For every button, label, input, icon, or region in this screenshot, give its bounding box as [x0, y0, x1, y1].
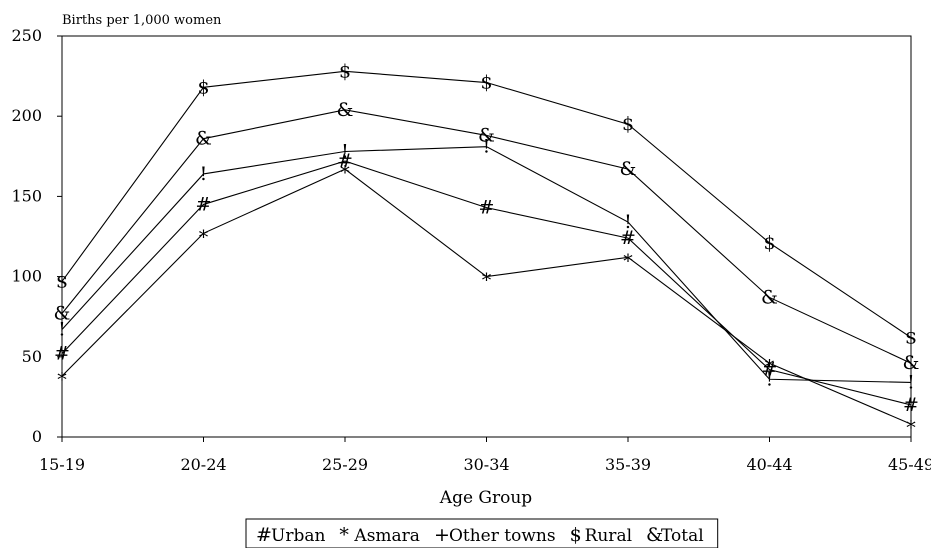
- data-point-marker: !: [200, 163, 208, 185]
- data-point-marker: !: [907, 371, 915, 393]
- plot-area: [61, 35, 912, 438]
- x-tick-label: 25-29: [322, 455, 368, 474]
- data-point-marker: &: [478, 124, 495, 146]
- data-point-marker: #: [903, 394, 919, 416]
- series-line: [61, 168, 912, 425]
- data-point-marker: $: [905, 327, 917, 349]
- legend-label: Rural: [585, 526, 632, 546]
- data-point-marker: *: [199, 226, 209, 248]
- series-markers: #######*******!!!!!! !$$$$$$$&&&&&&&: [54, 60, 920, 439]
- data-point-marker: !: [766, 368, 774, 390]
- data-point-marker: &: [761, 286, 778, 308]
- series-lines: [61, 70, 912, 425]
- legend-label: Other towns: [449, 526, 556, 546]
- data-point-marker: *: [340, 162, 350, 184]
- y-axis: 0 50 100 150 200 250: [11, 26, 62, 446]
- y-tick-label: 250: [11, 26, 42, 45]
- data-point-marker: !: [624, 211, 632, 233]
- x-axis: 15-19 20-24 25-29 30-34 35-39 40-44 45-49: [39, 437, 931, 474]
- y-tick-label: 200: [11, 106, 42, 125]
- data-point-marker: $: [197, 76, 209, 98]
- legend-marker: #: [256, 524, 272, 546]
- data-point-marker: $: [339, 60, 351, 82]
- y-axis-label: Births per 1,000 women: [62, 13, 222, 28]
- series-line: [61, 70, 912, 339]
- data-point-marker: *: [765, 356, 775, 378]
- data-point-marker: #: [479, 197, 495, 219]
- data-point-marker: $: [763, 232, 775, 254]
- data-point-marker: *: [482, 270, 492, 292]
- data-point-marker: $: [56, 270, 68, 292]
- x-tick-label: 45-49: [888, 455, 931, 474]
- x-tick-label: 30-34: [463, 455, 509, 474]
- legend-marker: *: [339, 524, 349, 546]
- data-point-marker: &: [903, 352, 920, 374]
- x-tick-label: 20-24: [180, 455, 226, 474]
- data-point-marker: *: [57, 369, 67, 391]
- y-tick-label: 0: [32, 427, 42, 446]
- x-tick-label: 40-44: [746, 455, 792, 474]
- legend: # Urban * Asmara + Other towns $ Rural &Total: [245, 518, 719, 548]
- y-tick-label: 150: [11, 186, 42, 205]
- legend-marker: +: [434, 524, 450, 546]
- legend-box: [245, 518, 719, 548]
- legend-label: Total: [661, 526, 704, 546]
- legend-marker: $: [570, 524, 582, 546]
- data-point-marker: &: [54, 302, 71, 324]
- y-tick-label: 100: [11, 267, 42, 286]
- legend-label: Asmara: [353, 526, 420, 546]
- data-point-marker: $: [622, 113, 634, 135]
- series-line: [61, 109, 912, 364]
- data-point-marker: #: [54, 343, 70, 365]
- x-axis-label: Age Group: [439, 488, 533, 508]
- data-point-marker: &: [620, 158, 637, 180]
- data-point-marker: !: [341, 140, 349, 162]
- data-point-marker: #: [196, 193, 212, 215]
- data-point-marker: #: [762, 359, 778, 381]
- y-tick-label: 50: [22, 347, 42, 366]
- data-point-marker: $: [480, 72, 492, 94]
- legend-marker: &: [646, 524, 663, 546]
- data-point-marker: *: [906, 417, 916, 439]
- data-point-marker: *: [623, 250, 633, 272]
- data-point-marker: #: [620, 227, 636, 249]
- series-line: [61, 146, 912, 384]
- x-tick-label: 35-39: [605, 455, 651, 474]
- data-point-marker: !: [483, 136, 491, 158]
- data-point-marker: &: [195, 128, 212, 150]
- series-line: [61, 160, 912, 406]
- data-point-marker: &: [337, 99, 354, 121]
- data-point-marker: !: [58, 319, 66, 341]
- x-tick-label: 15-19: [39, 455, 85, 474]
- legend-label: Urban: [271, 526, 325, 546]
- data-point-marker: #: [337, 150, 353, 172]
